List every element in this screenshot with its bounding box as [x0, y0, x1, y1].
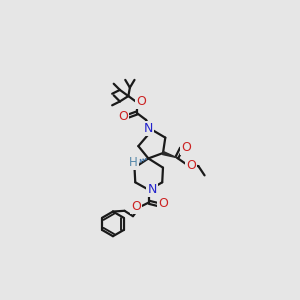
- Text: O: O: [158, 197, 168, 210]
- Text: O: O: [118, 110, 128, 123]
- Text: O: O: [181, 141, 191, 154]
- Text: N: N: [148, 183, 157, 196]
- Text: O: O: [136, 95, 146, 108]
- Text: N: N: [144, 122, 153, 135]
- Text: O: O: [186, 159, 196, 172]
- Polygon shape: [163, 152, 177, 158]
- Text: H: H: [129, 156, 137, 169]
- Text: O: O: [131, 200, 141, 213]
